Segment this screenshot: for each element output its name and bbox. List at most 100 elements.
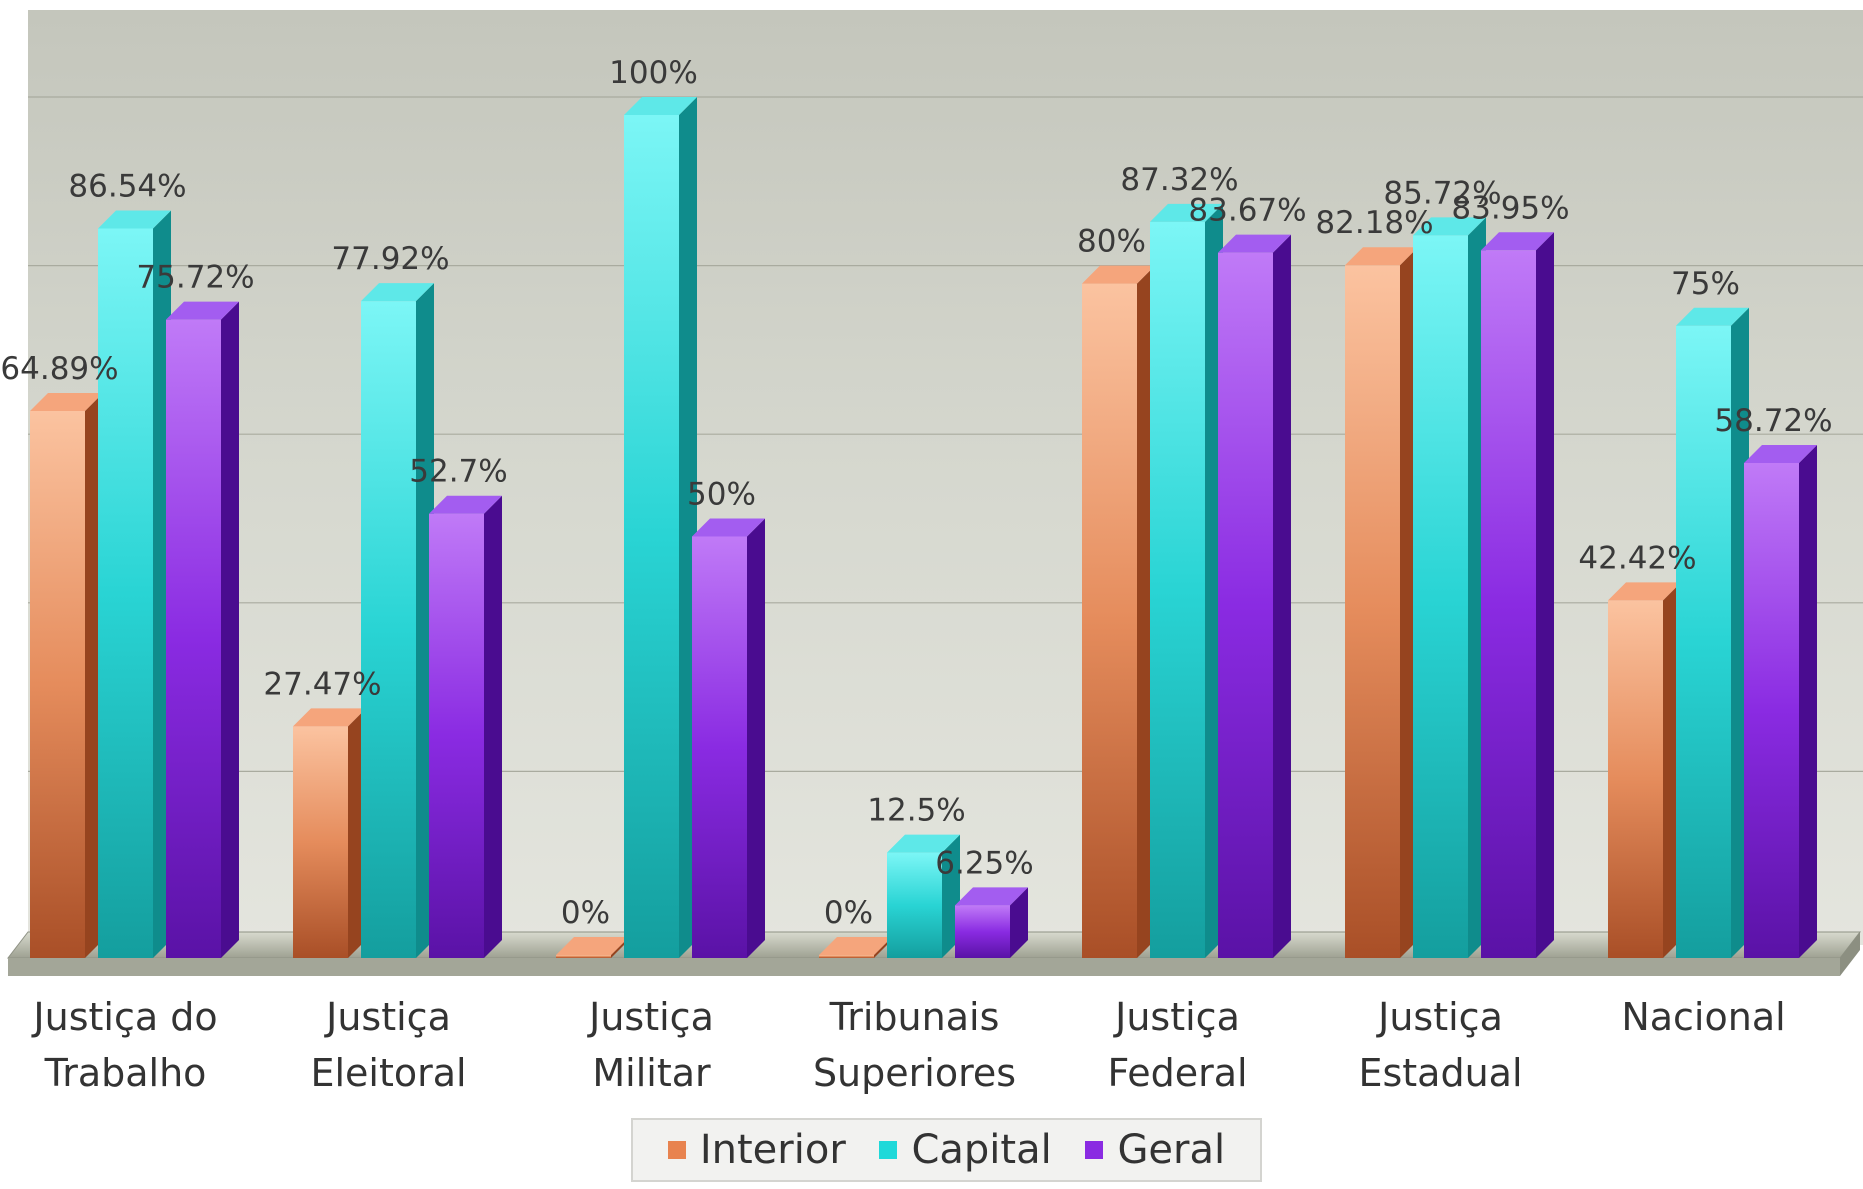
bar-top: [1481, 232, 1554, 251]
legend-swatch-geral: [1085, 1141, 1104, 1159]
bar-front: [1218, 252, 1273, 959]
bar-capital: [98, 210, 171, 959]
bar-geral: [692, 518, 765, 958]
bar-top: [624, 97, 697, 115]
data-label-capital: 12.5%: [867, 793, 965, 829]
data-label-geral: 6.25%: [935, 845, 1033, 881]
bar-top: [955, 887, 1028, 906]
data-label-capital: 75%: [1671, 266, 1740, 302]
data-label-interior: 0%: [824, 895, 873, 931]
legend: Interior Capital Geral: [631, 1118, 1262, 1182]
data-label-capital: 100%: [609, 55, 698, 91]
data-label-capital: 85.72%: [1383, 175, 1501, 211]
data-label-interior: 64.89%: [0, 351, 118, 387]
bar-front: [1608, 600, 1663, 958]
bar-side: [747, 518, 765, 958]
bar-front: [1676, 325, 1731, 958]
bar-geral: [1481, 232, 1554, 958]
bar-front: [887, 852, 942, 958]
bar-top: [361, 283, 434, 302]
bar-geral: [1744, 444, 1817, 959]
bar-capital: [1413, 217, 1486, 959]
bar-front: [1345, 265, 1400, 958]
category-label: Federal: [1107, 1051, 1247, 1095]
bar-geral: [955, 887, 1028, 958]
data-label-geral: 50%: [687, 477, 756, 513]
legend-label-capital: Capital: [911, 1127, 1052, 1173]
bar-top: [1744, 444, 1817, 463]
chart-floor-edge: [8, 958, 1840, 976]
bar-side: [484, 495, 502, 958]
bar-capital: [1150, 203, 1223, 958]
bar-front: [1744, 462, 1799, 958]
bar-side: [1010, 887, 1028, 958]
category-label: Justiça: [324, 995, 451, 1039]
legend-label-interior: Interior: [699, 1127, 846, 1173]
bar-top: [692, 518, 765, 537]
bar-front: [819, 955, 874, 958]
data-label-geral: 83.95%: [1451, 190, 1569, 226]
category-label: Justiça: [1113, 995, 1240, 1039]
data-label-geral: 83.67%: [1188, 193, 1306, 229]
bar-top: [819, 937, 892, 955]
bar-front: [692, 536, 747, 958]
bar-top: [293, 708, 366, 727]
bar-front: [293, 726, 348, 958]
data-labels: 64.89% 86.54% 75.72% 27.47% 77.92% 52.7% 0% 100…: [0, 55, 1832, 931]
data-label-geral: 58.72%: [1714, 403, 1832, 439]
bar-top: [1413, 217, 1486, 236]
bar-side: [1273, 234, 1291, 959]
category-label: Tribunais: [829, 995, 1000, 1039]
data-label-capital: 86.54%: [68, 168, 186, 204]
bar-chart: 64.89% 86.54% 75.72% 27.47% 77.92% 52.7% 0% 100…: [0, 10, 1863, 1095]
bar-front: [1082, 283, 1137, 959]
legend-swatch-capital: [879, 1141, 898, 1159]
bar-front: [1150, 221, 1205, 958]
data-label-capital: 77.92%: [331, 241, 449, 277]
bar-top: [1676, 307, 1749, 326]
category-label: Justiça: [587, 995, 714, 1039]
bar-geral: [429, 495, 502, 958]
data-label-interior: 42.42%: [1578, 540, 1696, 576]
legend-item-capital: Capital: [879, 1127, 1052, 1173]
bar-top: [429, 495, 502, 514]
bar-capital: [887, 834, 960, 958]
bar-top: [98, 210, 171, 229]
bar-capital: [361, 283, 434, 958]
data-label-geral: 75.72%: [136, 260, 254, 296]
bar-interior: [293, 708, 366, 958]
legend-item-geral: Geral: [1085, 1127, 1225, 1173]
category-label: Trabalho: [44, 1051, 207, 1095]
data-label-geral: 52.7%: [409, 454, 507, 490]
bar-front: [955, 905, 1010, 958]
bars: [30, 97, 1817, 959]
bar-geral: [1218, 234, 1291, 959]
bar-front: [166, 319, 221, 958]
bar-top: [166, 301, 239, 320]
category-label: Eleitoral: [310, 1051, 466, 1095]
bar-front: [361, 301, 416, 958]
bar-side: [1536, 232, 1554, 958]
bar-top: [1218, 234, 1291, 253]
legend-item-interior: Interior: [667, 1127, 846, 1173]
bar-top: [1150, 203, 1223, 222]
bar-interior: [30, 392, 103, 958]
bar-front: [1481, 250, 1536, 958]
gridlines: [28, 96, 1863, 773]
bar-front: [98, 228, 153, 959]
bar-interior: [1082, 265, 1155, 959]
category-label: Superiores: [813, 1051, 1016, 1095]
bar-front: [556, 955, 611, 958]
bar-capital: [624, 97, 697, 958]
bar-top: [30, 392, 103, 411]
category-label: Justiça: [1376, 995, 1503, 1039]
legend-swatch-interior: [667, 1141, 686, 1159]
legend-label-geral: Geral: [1117, 1127, 1226, 1173]
data-label-interior: 0%: [561, 895, 610, 931]
category-label: Estadual: [1358, 1051, 1522, 1095]
bar-top: [1082, 265, 1155, 284]
category-labels: Justiça do Trabalho Justiça Eleitoral Justiç…: [31, 995, 1785, 1095]
bar-front: [30, 410, 85, 958]
data-label-interior: 82.18%: [1315, 205, 1433, 241]
category-label: Justiça do: [31, 995, 217, 1039]
